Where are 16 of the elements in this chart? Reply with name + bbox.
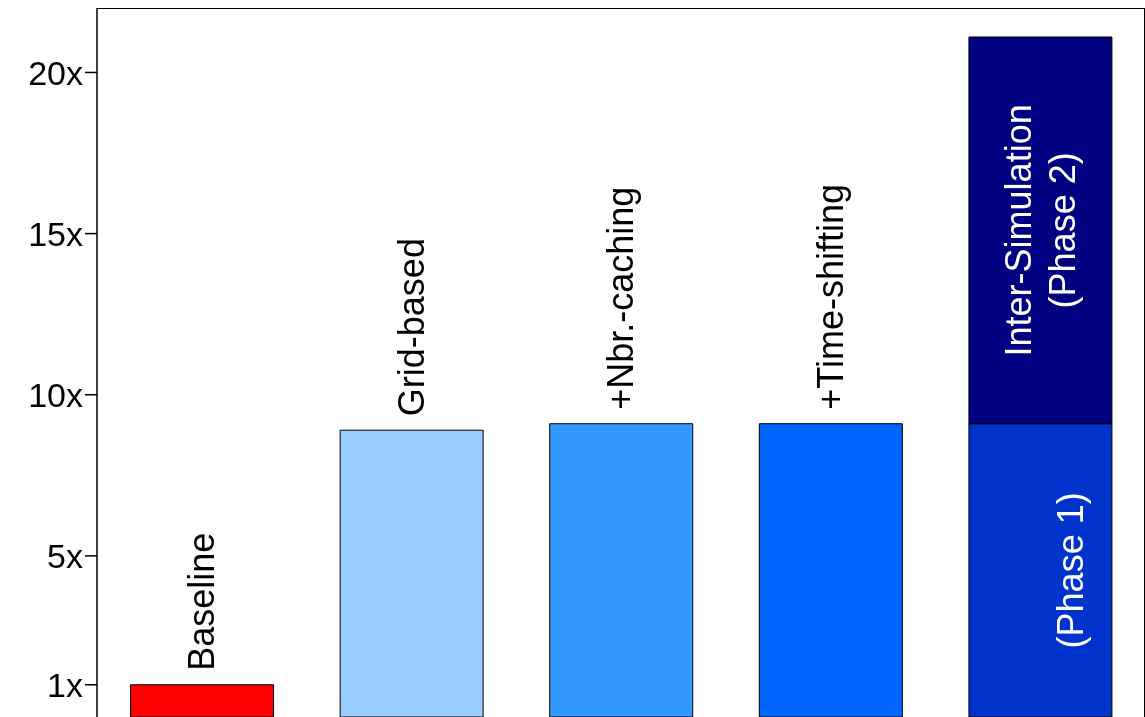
x-tick-label: Baseline xyxy=(181,532,223,671)
x-tick-label: +Nbr.-caching xyxy=(600,186,642,410)
x-tick-label: Grid-based xyxy=(390,238,432,417)
y-tick-label: 5x xyxy=(47,536,83,575)
x-tick-label: Inter-Simulation xyxy=(997,104,1039,357)
y-tick-label: 20x xyxy=(28,53,83,92)
y-tick-label: 10x xyxy=(28,375,83,414)
annotation: (Phase 2) xyxy=(1041,152,1083,309)
bar xyxy=(758,423,903,717)
bar xyxy=(339,429,484,717)
y-tick-label: 15x xyxy=(28,214,83,253)
y-tick-label: 1x xyxy=(47,665,83,704)
bar xyxy=(549,423,694,717)
bar xyxy=(130,684,275,717)
annotation: (Phase 1) xyxy=(1049,492,1091,649)
x-tick-label: +Time-shifting xyxy=(810,183,852,410)
